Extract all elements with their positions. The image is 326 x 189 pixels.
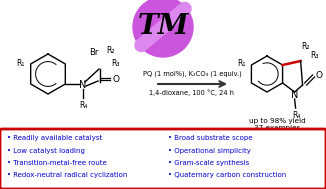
Text: R₃: R₃	[311, 51, 319, 60]
Text: up to 98% yield: up to 98% yield	[249, 118, 305, 124]
Text: • Gram-scale synthesis: • Gram-scale synthesis	[168, 160, 249, 166]
Text: R₄: R₄	[79, 101, 87, 110]
FancyBboxPatch shape	[0, 129, 326, 189]
Circle shape	[133, 0, 193, 57]
Text: R₂: R₂	[106, 46, 114, 55]
Text: O: O	[113, 74, 120, 84]
Text: R₃: R₃	[111, 59, 120, 67]
Text: • Quaternary carbon construction: • Quaternary carbon construction	[168, 173, 286, 178]
Text: • Low catalyst loading: • Low catalyst loading	[7, 147, 85, 153]
Text: PQ (1 mol%), K₂CO₃ (1 equiv.): PQ (1 mol%), K₂CO₃ (1 equiv.)	[142, 70, 241, 77]
Text: N: N	[291, 90, 298, 100]
Text: N: N	[79, 80, 87, 90]
Text: 1,4-dioxane, 100 °C, 24 h: 1,4-dioxane, 100 °C, 24 h	[150, 89, 234, 96]
Text: • Operational simplicity: • Operational simplicity	[168, 147, 251, 153]
Text: R₂: R₂	[302, 42, 310, 51]
Text: R₄: R₄	[292, 111, 301, 120]
Text: • Redox-neutral radical cyclization: • Redox-neutral radical cyclization	[7, 173, 127, 178]
Text: O: O	[316, 70, 323, 80]
Text: • Readily available catalyst: • Readily available catalyst	[7, 135, 102, 141]
Text: Br: Br	[89, 48, 99, 57]
Text: • Broad substrate scope: • Broad substrate scope	[168, 135, 253, 141]
Text: R₁: R₁	[17, 60, 25, 68]
Text: • Transition-metal-free route: • Transition-metal-free route	[7, 160, 107, 166]
Text: TM: TM	[137, 13, 189, 40]
Text: 37 examples: 37 examples	[254, 125, 300, 131]
Text: R₁: R₁	[238, 60, 246, 68]
